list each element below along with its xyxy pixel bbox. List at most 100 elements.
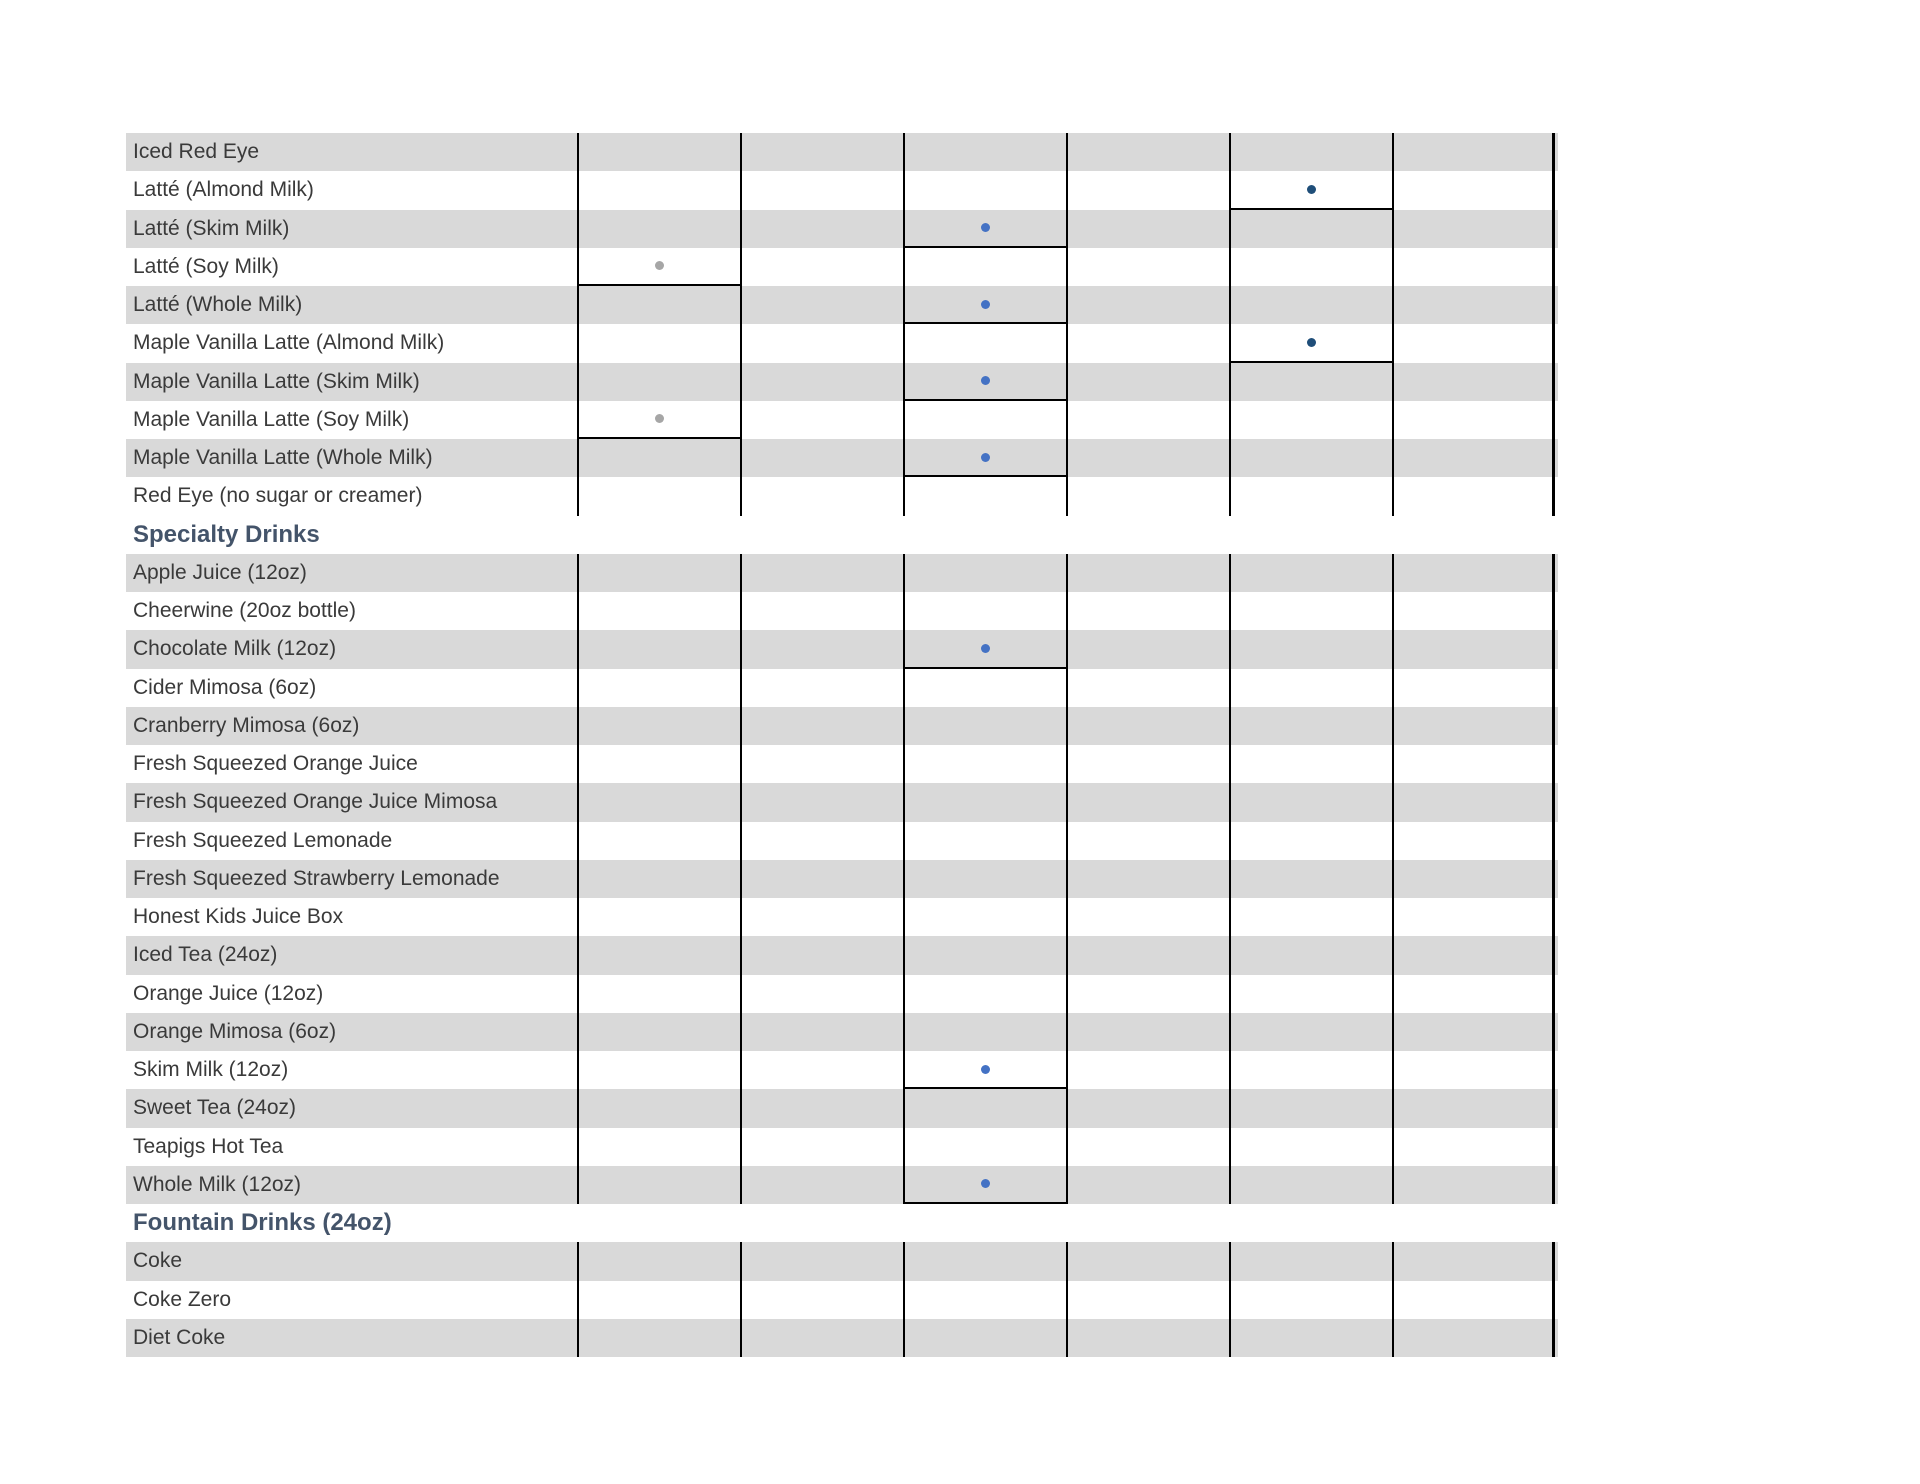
option-cell[interactable] [740,1127,903,1166]
option-cell[interactable] [740,171,903,210]
option-cell[interactable] [577,1089,740,1128]
option-cell[interactable] [1066,898,1229,937]
drink-name-cell[interactable]: Iced Tea (24oz) [133,943,278,967]
option-cell[interactable] [577,668,740,707]
option-cell[interactable] [903,477,1066,516]
option-cell[interactable] [740,936,903,975]
option-cell[interactable] [740,553,903,592]
option-cell[interactable] [1392,286,1555,325]
option-cell[interactable] [1229,630,1392,669]
option-cell[interactable] [577,1051,740,1090]
option-cell[interactable] [740,859,903,898]
drink-name-cell[interactable]: Maple Vanilla Latte (Skim Milk) [133,369,420,393]
option-cell[interactable] [1066,171,1229,210]
option-cell[interactable] [1066,859,1229,898]
option-cell[interactable] [903,1318,1066,1357]
option-cell[interactable] [1066,1089,1229,1128]
option-cell[interactable] [740,209,903,248]
drink-name-cell[interactable]: Iced Red Eye [133,140,260,164]
drink-name-cell[interactable]: Latté (Almond Milk) [133,178,314,202]
option-cell[interactable] [903,247,1066,286]
option-cell[interactable] [577,439,740,478]
drink-name-cell[interactable]: Diet Coke [133,1325,226,1349]
option-cell[interactable] [577,133,740,172]
option-cell[interactable] [903,362,1066,401]
option-cell[interactable] [1066,745,1229,784]
option-cell[interactable] [1392,1318,1555,1357]
option-cell[interactable] [1066,400,1229,439]
drink-name-cell[interactable]: Coke [133,1249,183,1273]
option-cell[interactable] [1229,1280,1392,1319]
drink-name-cell[interactable]: Red Eye (no sugar or creamer) [133,484,423,508]
option-cell[interactable] [577,859,740,898]
option-cell[interactable] [740,1242,903,1281]
option-cell[interactable] [903,630,1066,669]
option-cell[interactable] [903,1012,1066,1051]
option-cell[interactable] [1392,1051,1555,1090]
option-cell[interactable] [903,1280,1066,1319]
option-cell[interactable] [903,133,1066,172]
option-cell[interactable] [1066,1127,1229,1166]
option-cell[interactable] [1066,592,1229,631]
option-cell[interactable] [903,783,1066,822]
option-cell[interactable] [1229,1012,1392,1051]
option-cell[interactable] [903,1089,1066,1128]
option-cell[interactable] [1066,209,1229,248]
option-cell[interactable] [1392,553,1555,592]
option-cell[interactable] [740,324,903,363]
option-cell[interactable] [1392,936,1555,975]
option-cell[interactable] [1229,1051,1392,1090]
option-cell[interactable] [903,936,1066,975]
option-cell[interactable] [577,1012,740,1051]
option-cell[interactable] [1229,1127,1392,1166]
option-cell[interactable] [740,247,903,286]
option-cell[interactable] [1229,362,1392,401]
drink-name-cell[interactable]: Maple Vanilla Latte (Almond Milk) [133,331,445,355]
option-cell[interactable] [1066,668,1229,707]
option-cell[interactable] [1392,783,1555,822]
option-cell[interactable] [577,400,740,439]
option-cell[interactable] [577,1280,740,1319]
option-cell[interactable] [740,668,903,707]
option-cell[interactable] [577,592,740,631]
option-cell[interactable] [1066,783,1229,822]
option-cell[interactable] [1066,1165,1229,1204]
option-cell[interactable] [903,286,1066,325]
option-cell[interactable] [1066,1242,1229,1281]
option-cell[interactable] [1066,324,1229,363]
option-cell[interactable] [903,974,1066,1013]
option-cell[interactable] [740,477,903,516]
option-cell[interactable] [577,553,740,592]
drink-name-cell[interactable]: Maple Vanilla Latte (Whole Milk) [133,446,433,470]
option-cell[interactable] [1229,974,1392,1013]
option-cell[interactable] [903,898,1066,937]
option-cell[interactable] [577,898,740,937]
option-cell[interactable] [1066,1012,1229,1051]
option-cell[interactable] [903,324,1066,363]
option-cell[interactable] [1229,439,1392,478]
option-cell[interactable] [1392,362,1555,401]
drink-name-cell[interactable]: Latté (Soy Milk) [133,254,279,278]
option-cell[interactable] [1229,783,1392,822]
option-cell[interactable] [740,1165,903,1204]
option-cell[interactable] [1066,706,1229,745]
option-cell[interactable] [1229,821,1392,860]
option-cell[interactable] [1066,1051,1229,1090]
option-cell[interactable] [903,171,1066,210]
option-cell[interactable] [1066,936,1229,975]
option-cell[interactable] [577,171,740,210]
option-cell[interactable] [1392,1089,1555,1128]
option-cell[interactable] [1229,936,1392,975]
option-cell[interactable] [740,821,903,860]
option-cell[interactable] [1392,247,1555,286]
option-cell[interactable] [740,898,903,937]
drink-name-cell[interactable]: Chocolate Milk (12oz) [133,637,337,661]
option-cell[interactable] [1229,1318,1392,1357]
option-cell[interactable] [577,1318,740,1357]
option-cell[interactable] [740,439,903,478]
drink-name-cell[interactable]: Cheerwine (20oz bottle) [133,599,356,623]
drink-name-cell[interactable]: Orange Mimosa (6oz) [133,1019,337,1043]
option-cell[interactable] [740,1280,903,1319]
option-cell[interactable] [577,1127,740,1166]
option-cell[interactable] [1392,1280,1555,1319]
